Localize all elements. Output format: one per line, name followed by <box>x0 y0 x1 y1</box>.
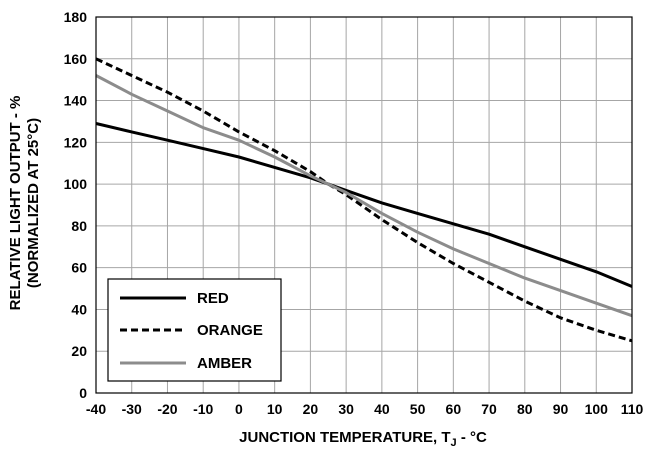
x-tick-label: 10 <box>267 401 283 417</box>
x-tick-label: 0 <box>235 401 243 417</box>
grid <box>95 16 633 394</box>
y-axis-title-line-1: RELATIVE LIGHT OUTPUT - % <box>7 96 24 311</box>
x-axis-title: JUNCTION TEMPERATURE, TJ - °C <box>239 429 487 449</box>
x-tick-label: -30 <box>122 401 142 417</box>
x-tick-label: 40 <box>374 401 390 417</box>
y-tick-label: 160 <box>64 51 88 67</box>
y-axis-title-line-2: (NORMALIZED AT 25°C) <box>25 118 42 288</box>
y-tick-label: 40 <box>71 301 87 317</box>
x-tick-label: 80 <box>517 401 533 417</box>
x-tick-label: 90 <box>553 401 569 417</box>
tick-labels: -40 -30 -20 -10 0 10 20 30 40 50 60 70 80 90 100 110 0 20… <box>64 9 644 417</box>
plot-frame <box>95 16 633 394</box>
y-tick-label: 140 <box>64 93 88 109</box>
y-tick-label: 80 <box>71 218 87 234</box>
y-tick-label: 100 <box>64 176 88 192</box>
legend-label-red: RED <box>197 290 229 307</box>
series-line-red <box>95 122 633 288</box>
x-tick-label: 100 <box>585 401 609 417</box>
y-tick-label: 60 <box>71 260 87 276</box>
x-tick-label: 60 <box>446 401 462 417</box>
legend-label-orange: ORANGE <box>197 322 263 339</box>
series-lines <box>95 57 633 343</box>
x-tick-label: -40 <box>86 401 106 417</box>
x-tick-label: 20 <box>303 401 319 417</box>
series-line-amber <box>95 74 633 318</box>
legend-label-amber: AMBER <box>197 355 252 372</box>
x-tick-label: 70 <box>481 401 497 417</box>
x-tick-label: -20 <box>157 401 177 417</box>
x-tick-label: 30 <box>338 401 354 417</box>
x-tick-label: 110 <box>621 401 644 417</box>
y-tick-label: 180 <box>64 9 88 25</box>
y-tick-label: 120 <box>64 134 88 150</box>
y-tick-label: 0 <box>79 385 87 401</box>
y-tick-label: 20 <box>71 343 87 359</box>
x-tick-label: -10 <box>193 401 213 417</box>
legend: RED ORANGE AMBER <box>107 278 282 382</box>
series-line-orange <box>95 57 633 343</box>
x-tick-label: 50 <box>410 401 426 417</box>
